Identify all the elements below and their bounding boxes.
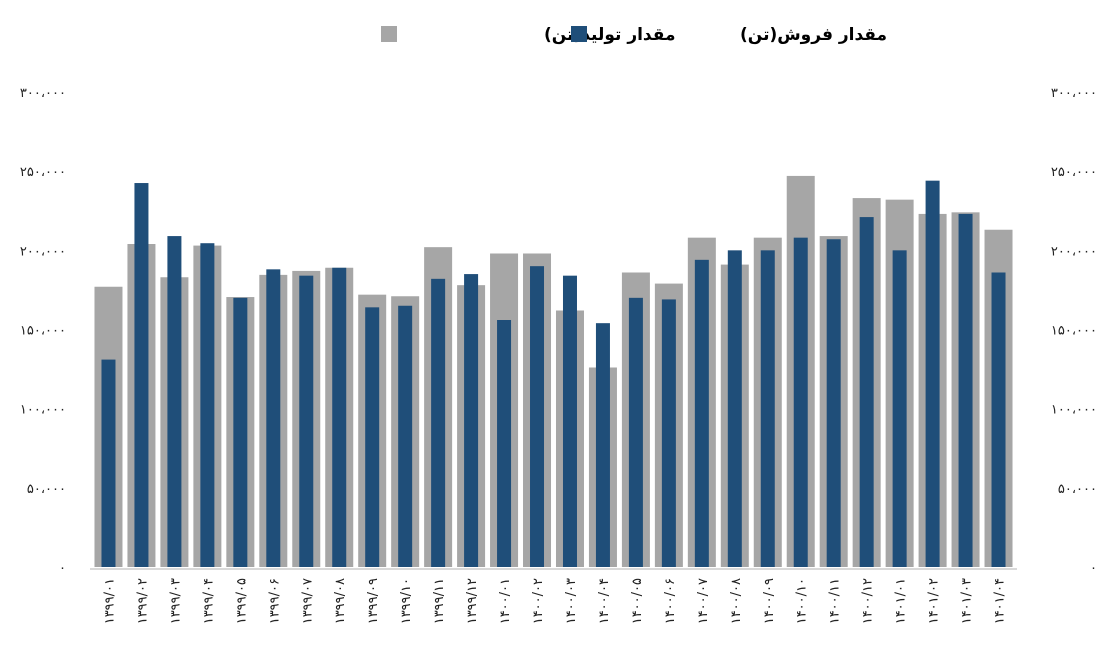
y-axis-right: ۰ ۵۰،۰۰۰ ۱۰۰،۰۰۰ ۱۵۰،۰۰۰ ۲۰۰،۰۰۰ ۲۵۰،۰۰۰ ۳۰۰،۰…: [1051, 86, 1097, 576]
x-tick-label: ۱۴۰۰/۰۴: [597, 578, 612, 624]
bar-sales: [497, 320, 512, 567]
y-tick-label-left: ۲۰۰،۰۰۰: [20, 244, 66, 259]
x-tick-label: ۱۴۰۰/۰۸: [729, 578, 744, 624]
x-tick-label: ۱۴۰۰/۰۷: [696, 578, 711, 624]
x-tick-label: ۱۳۹۹/۰۹: [366, 578, 381, 624]
x-tick-label: ۱۴۰۰/۱۰: [795, 578, 810, 624]
bar-sales: [628, 297, 643, 567]
x-tick-label: ۱۴۰۰/۰۱: [498, 578, 513, 624]
y-tick-label-left: ۱۵۰،۰۰۰: [20, 324, 66, 339]
bar-sales: [859, 217, 874, 568]
x-tick-label: ۱۳۹۹/۰۷: [300, 578, 315, 624]
bar-sales: [233, 297, 248, 567]
x-tick-label: ۱۴۰۰/۱۱: [828, 578, 843, 624]
bar-sales: [266, 269, 281, 567]
bars: [94, 175, 1013, 568]
x-tick-label: ۱۴۰۰/۱۲: [861, 578, 876, 624]
bar-sales: [661, 299, 676, 567]
y-tick-label-right: ۲۵۰،۰۰۰: [1051, 165, 1097, 180]
x-tick-label: ۱۳۹۹/۰۱: [102, 578, 117, 624]
x-tick-label: ۱۴۰۰/۰۳: [564, 578, 579, 624]
bar-sales: [464, 274, 479, 567]
y-tick-label-left: ۵۰،۰۰۰: [27, 482, 66, 497]
x-tick-label: ۱۳۹۹/۱۲: [465, 578, 480, 624]
x-tick-label: ۱۴۰۰/۰۵: [630, 578, 645, 624]
x-tick-label: ۱۴۰۱/۰۴: [993, 578, 1008, 624]
x-tick-label: ۱۴۰۱/۰۳: [960, 578, 975, 624]
y-tick-label-left: ۰: [59, 561, 66, 576]
bar-sales: [101, 359, 116, 567]
bar-sales: [530, 266, 545, 567]
bar-sales: [595, 323, 610, 567]
legend: مقدار تولید(تن) مقدار فروش(تن): [381, 25, 887, 45]
bar-sales: [332, 267, 347, 567]
y-tick-label-right: ۵۰،۰۰۰: [1058, 482, 1097, 497]
bar-sales: [431, 278, 446, 567]
bar-sales: [958, 213, 973, 567]
bar-sales: [299, 275, 314, 567]
x-tick-label: ۱۴۰۰/۰۲: [531, 578, 546, 624]
x-tick-label: ۱۴۰۱/۰۱: [894, 578, 909, 624]
legend-label-production: مقدار تولید(تن): [544, 25, 676, 45]
x-tick-label: ۱۳۹۹/۰۴: [201, 578, 216, 624]
bar-sales: [562, 275, 577, 567]
bar-sales: [892, 250, 907, 568]
bar-sales: [991, 272, 1006, 567]
y-tick-label-right: ۳۰۰،۰۰۰: [1051, 86, 1097, 101]
y-tick-label-left: ۱۰۰،۰۰۰: [20, 403, 66, 418]
bar-sales: [398, 305, 413, 567]
x-tick-label: ۱۴۰۱/۰۲: [927, 578, 942, 624]
y-tick-label-right: ۱۵۰،۰۰۰: [1051, 324, 1097, 339]
x-tick-label: ۱۳۹۹/۰۲: [135, 578, 150, 624]
bar-sales: [134, 183, 149, 567]
bar-sales: [365, 307, 380, 567]
x-tick-label: ۱۳۹۹/۰۵: [234, 578, 249, 624]
x-tick-label: ۱۴۰۰/۰۹: [762, 578, 777, 624]
bar-sales: [760, 250, 775, 568]
x-axis-labels: ۱۳۹۹/۰۱ ۱۳۹۹/۰۲ ۱۳۹۹/۰۳ ۱۳۹۹/۰۴ ۱۳۹۹/۰۵ ۱۳۹۹/…: [102, 578, 1007, 624]
bar-sales: [727, 250, 742, 568]
x-tick-label: ۱۳۹۹/۱۱: [432, 578, 447, 624]
legend-swatch-sales: [571, 26, 587, 42]
y-tick-label-left: ۲۵۰،۰۰۰: [20, 165, 66, 180]
bar-sales: [694, 259, 709, 567]
x-tick-label: ۱۳۹۹/۱۰: [399, 578, 414, 624]
bar-sales: [826, 239, 841, 567]
bar-sales: [167, 236, 182, 568]
x-tick-label: ۱۳۹۹/۰۸: [333, 578, 348, 624]
legend-swatch-production: [381, 26, 397, 42]
y-tick-label-right: ۲۰۰،۰۰۰: [1051, 244, 1097, 259]
x-tick-label: ۱۴۰۰/۰۶: [663, 578, 678, 624]
y-tick-label-right: ۱۰۰،۰۰۰: [1051, 403, 1097, 418]
y-tick-label-right: ۰: [1090, 561, 1097, 576]
x-tick-label: ۱۳۹۹/۰۳: [168, 578, 183, 624]
legend-label-sales: مقدار فروش(تن): [740, 25, 887, 45]
bar-sales: [200, 243, 215, 568]
y-axis-left: ۰ ۵۰،۰۰۰ ۱۰۰،۰۰۰ ۱۵۰،۰۰۰ ۲۰۰،۰۰۰ ۲۵۰،۰۰۰ ۳۰۰،۰…: [20, 86, 66, 576]
bar-sales: [793, 237, 808, 567]
bar-sales: [925, 180, 940, 567]
y-tick-label-left: ۳۰۰،۰۰۰: [20, 86, 66, 101]
x-tick-label: ۱۳۹۹/۰۶: [267, 578, 282, 624]
